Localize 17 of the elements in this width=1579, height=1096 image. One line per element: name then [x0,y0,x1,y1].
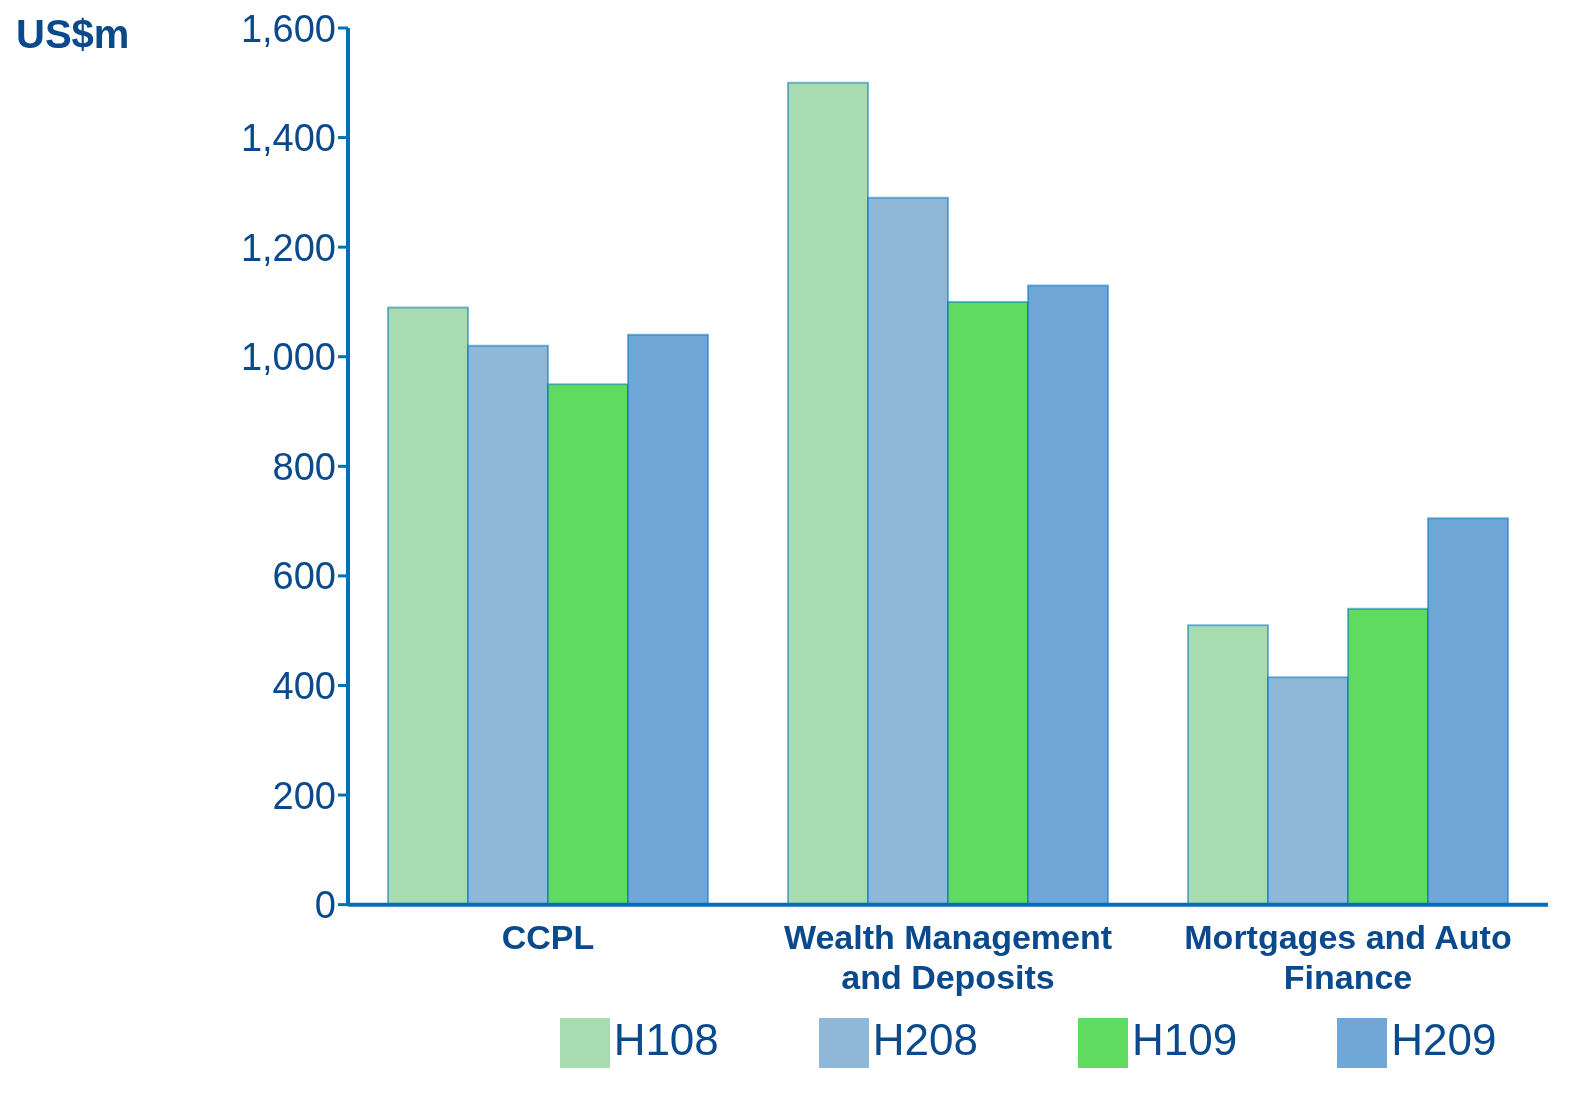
y-tick-label: 1,600 [240,7,336,50]
legend-label: H209 [1391,1014,1497,1064]
y-tick-label: 600 [272,555,336,598]
y-tick-label: 1,400 [240,117,336,160]
legend-label: H108 [613,1014,719,1064]
x-tick-label: CCPL [501,917,595,956]
legend-label: H109 [1132,1014,1238,1064]
y-tick-label: 1,000 [240,336,336,379]
x-tick-label: Mortgages and Auto Finance [1184,917,1512,996]
y-tick-label: 0 [314,884,336,927]
y-tick-label: 200 [272,774,336,817]
x-tick-label: Wealth Management and Deposits [783,917,1113,996]
y-tick-label: 1,200 [240,226,336,269]
y-axis-title: US$m [16,12,130,57]
y-tick-label: 800 [272,445,336,488]
legend-label: H208 [872,1014,978,1064]
y-tick-label: 400 [272,664,336,707]
